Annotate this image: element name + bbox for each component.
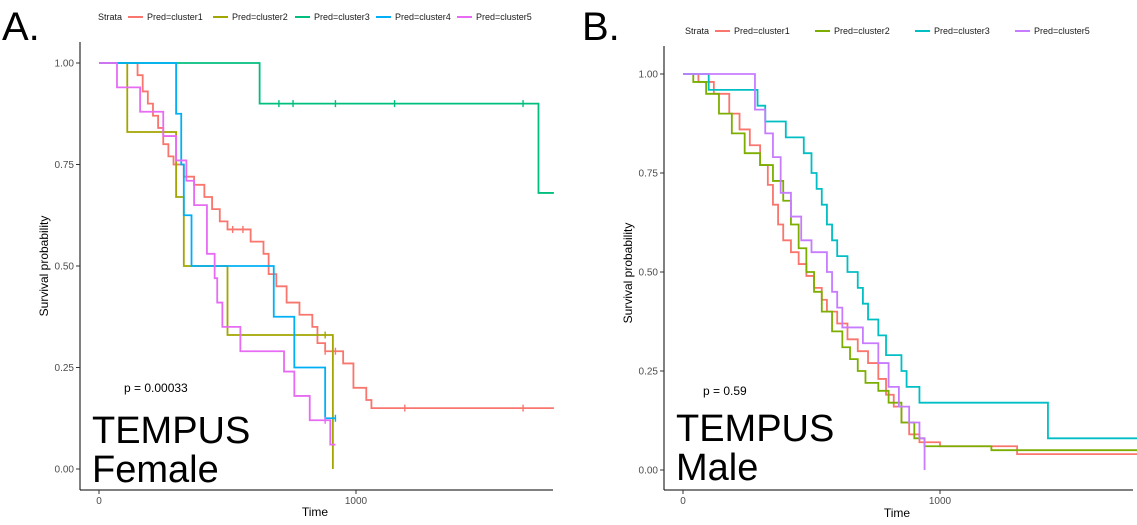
panel-b-sex-label: Male	[676, 447, 758, 489]
panel-b: B. Strata Pred=cluster1 Pred=cluster2 Pr…	[582, 5, 1137, 520]
panel-a-curve-pred-cluster1	[99, 62, 554, 409]
panel-b-legend-item-1: Pred=cluster1	[715, 26, 790, 36]
panel-a-y-tick-label: 0.75	[55, 160, 75, 171]
panel-a-y-tick-label: 0.00	[55, 465, 75, 476]
panel-b-y-tick-label: 0.75	[639, 169, 659, 180]
panel-b-dataset-label: TEMPUS	[676, 408, 834, 450]
panel-a-y-axis-title: Survival probability	[37, 216, 51, 317]
panel-a-curve-pred-cluster3	[99, 62, 554, 194]
panel-b-curve-pred-cluster3	[683, 73, 1137, 440]
panel-b-curve-pred-cluster1	[683, 73, 1137, 456]
panel-b-plot-area: 0.00 0.25 0.50 0.75 1.00 0 1000	[639, 46, 1137, 507]
panel-a-pvalue: p = 0.00033	[124, 381, 188, 395]
panel-b-legend-title: Strata	[685, 26, 709, 36]
panel-a-legend-item-1: Pred=cluster1	[128, 12, 203, 22]
panel-a-x-tick-label: 1000	[345, 496, 368, 507]
panel-b-x-tick-label: 1000	[929, 496, 952, 507]
panel-a-x-axis-title: Time	[302, 505, 329, 519]
panel-a-curve-pred-cluster5	[99, 62, 336, 446]
panel-b-label: B.	[582, 5, 620, 49]
panel-a-legend-title: Strata	[98, 12, 122, 22]
panel-a-legend-item-4: Pred=cluster4	[376, 12, 451, 22]
panel-a-legend-label-3: Pred=cluster3	[314, 12, 370, 22]
panel-a-legend-label-2: Pred=cluster2	[232, 12, 288, 22]
panel-b-legend-item-3: Pred=cluster3	[915, 26, 990, 36]
panel-b-y-tick-label: 0.25	[639, 367, 659, 378]
panel-a-legend-item-3: Pred=cluster3	[295, 12, 370, 22]
panel-b-y-tick-label: 0.00	[639, 466, 659, 477]
panel-a-legend-item-5: Pred=cluster5	[457, 12, 532, 22]
panel-b-pvalue: p = 0.59	[703, 384, 747, 398]
panel-a-plot-area: 0.00 0.25 0.50 0.75 1.00 0 1000	[55, 42, 554, 507]
panel-b-legend-item-2: Pred=cluster2	[815, 26, 890, 36]
panel-a: A. Strata Pred=cluster1 Pred=cluster2 Pr…	[2, 5, 554, 519]
panel-b-y-axis-title: Survival probability	[621, 223, 635, 324]
panel-b-legend-label-2: Pred=cluster2	[834, 26, 890, 36]
panel-b-legend-label-4: Pred=cluster5	[1034, 26, 1090, 36]
panel-a-label: A.	[2, 5, 40, 49]
panel-b-legend: Strata Pred=cluster1 Pred=cluster2 Pred=…	[685, 26, 1090, 36]
panel-a-legend-label-5: Pred=cluster5	[476, 12, 532, 22]
panel-a-x-tick-label: 0	[96, 496, 102, 507]
panel-a-dataset-label: TEMPUS	[92, 410, 250, 452]
panel-a-y-tick-label: 0.25	[55, 363, 75, 374]
panel-a-y-tick-label: 0.50	[55, 262, 75, 273]
panel-a-y-tick-label: 1.00	[55, 59, 75, 70]
panel-a-legend-label-1: Pred=cluster1	[147, 12, 203, 22]
panel-b-legend-label-1: Pred=cluster1	[734, 26, 790, 36]
panel-b-x-axis-title: Time	[884, 506, 911, 520]
panel-a-sex-label: Female	[92, 449, 219, 491]
panel-a-legend-item-2: Pred=cluster2	[213, 12, 288, 22]
panel-b-y-tick-label: 1.00	[639, 70, 659, 81]
panel-b-legend-label-3: Pred=cluster3	[934, 26, 990, 36]
panel-b-y-tick-label: 0.50	[639, 268, 659, 279]
panel-a-legend: Strata Pred=cluster1 Pred=cluster2 Pred=…	[98, 12, 532, 22]
panel-a-legend-label-4: Pred=cluster4	[395, 12, 451, 22]
panel-b-curve-pred-cluster2	[683, 73, 1137, 452]
panel-a-curve-pred-cluster4	[99, 62, 336, 420]
panel-b-curve-pred-cluster5	[683, 73, 926, 470]
panel-b-x-tick-label: 0	[680, 496, 686, 507]
panel-b-legend-item-4: Pred=cluster5	[1015, 26, 1090, 36]
